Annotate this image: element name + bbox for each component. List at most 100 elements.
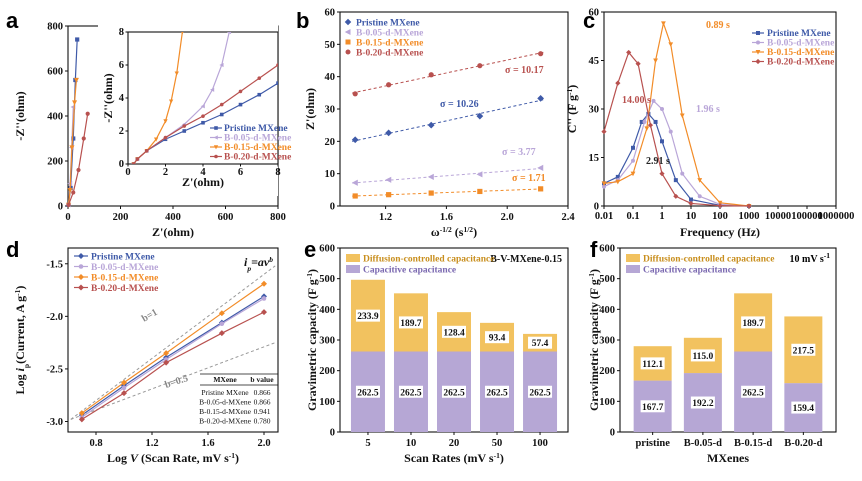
bar-label-capacitive: 262.5 [357,388,379,398]
peak-label: 2.91 s [646,156,670,167]
data-point [538,51,544,57]
x-tick-label: 800 [270,212,286,223]
x-tick-label: 5 [365,438,370,449]
legend-marker [345,49,351,55]
series-line [603,112,750,207]
table-header: b value [250,375,274,384]
legend-label: Capacitive capacitance [643,266,736,276]
table-header: MXene [213,375,237,384]
data-point [679,113,685,119]
panel-letter-f: f [590,237,598,262]
bar-label-box [741,385,766,398]
inset-y-axis-label: -Z''(ohm) [101,73,115,122]
data-point [538,186,544,192]
panel-letter-d: d [6,237,19,262]
y-tick-label: -3.0 [46,417,63,428]
bar-label-diffusion: 93.4 [489,334,506,344]
data-point [601,181,607,186]
panel-letter-b: b [296,8,309,33]
panel-letter-a: a [6,8,19,33]
table-cell: B-0.20-d-MXene [199,417,252,426]
y-tick-label: 0 [594,202,599,213]
inset-x-tick-label: 2 [163,167,168,178]
bar-label-box [442,325,466,338]
peak-label: 0.89 s [706,20,730,31]
panel-d: d 0.8 1.2 1.6 2.0 -1.5 -2.0 -2.5 -3.0 Log V (Scan… [6,237,279,465]
y-tick-label: 20 [325,137,336,148]
x-tick-label: 1.6 [201,438,214,449]
inset-data-point [182,129,187,133]
bar-label-diffusion: 217.5 [793,346,815,356]
bar-label-box [791,401,816,414]
panel-b: b 1.2 1.6 2.0 2.4 0 10 20 30 40 50 60 ω-1/2 (s1/2) Z'… [296,8,575,240]
inset-data-point [144,149,149,153]
x-tick-label: 1000000 [818,211,855,222]
bar-label-box [640,357,665,370]
data-point [717,200,723,206]
y-tick-label: 100 [319,397,335,408]
inset-data-point [219,102,224,107]
legend-swatch [346,265,360,273]
y-tick-label: 600 [599,244,615,255]
bar-label-box [791,343,816,356]
data-point [81,136,86,141]
y-tick-label: -2.0 [46,312,63,323]
panel-letter-c: c [583,8,595,33]
bar-label-box [741,316,766,329]
x-tick-label: 200 [113,212,129,223]
x-tick-label: B-0.20-d [784,438,822,449]
data-point [537,94,545,102]
bar-label-box [442,385,466,398]
legend-marker [345,39,351,45]
data-point [746,203,752,209]
data-point [427,173,434,181]
bar-label-box [398,316,423,329]
y-tick-label: 300 [599,336,615,347]
x-tick-label: 1000 [739,211,760,222]
bar-label-box [690,396,715,409]
data-point [673,193,679,199]
table-cell: 0.941 [254,407,271,416]
bar-label-box [640,400,665,413]
y-tick-label: 400 [599,305,615,316]
y-tick-label: 100 [599,397,615,408]
bar-label-diffusion: 112.1 [642,360,663,370]
inset-y-tick-label: 4 [119,93,125,104]
inset-y-tick-label: 0 [119,159,124,170]
data-point [73,77,79,83]
data-point [537,164,544,171]
y-axis-label: Gravimetric capacity (F g-1) [305,269,320,411]
inset-data-point [182,124,187,128]
data-point [352,193,358,199]
bar-label-box [398,385,423,398]
panel-annotation: 10 mV s-1 [789,251,830,266]
y-tick-label: 500 [599,274,615,285]
inset-data-point [210,87,215,92]
guide-label-b05: b=0.5 [164,373,190,391]
legend-marker [344,29,351,35]
inset-x-tick-label: 4 [200,167,206,178]
legend-marker [78,264,84,269]
inset-data-point [201,114,205,118]
inset-data-point [238,89,243,94]
data-point [121,385,127,391]
y-tick-label: 10 [325,169,336,180]
x-tick-label: 20 [449,438,460,449]
fit-line [352,188,544,197]
data-point [163,359,170,366]
inset-data-point [201,120,205,125]
x-tick-label: 10000 [765,211,791,222]
legend-marker [78,284,84,291]
data-point [427,121,435,129]
legend-marker [755,50,761,55]
y-tick-label: 0 [610,428,615,439]
data-point [653,119,658,124]
legend-swatch [626,265,640,273]
x-axis-label: ω-1/2 (s1/2) [431,225,477,240]
data-point [428,72,434,78]
data-point [668,129,673,134]
inset-data-point [131,162,136,164]
fit-line [352,167,544,184]
